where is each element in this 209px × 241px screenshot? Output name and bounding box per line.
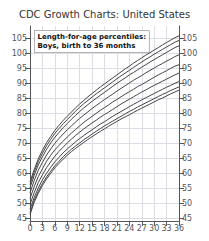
svg-text:105: 105 — [12, 34, 27, 43]
svg-text:55: 55 — [182, 184, 192, 193]
svg-text:70: 70 — [182, 139, 192, 148]
svg-text:21: 21 — [112, 224, 122, 233]
svg-text:65: 65 — [17, 154, 27, 163]
svg-text:24: 24 — [124, 224, 134, 233]
svg-text:95: 95 — [17, 64, 27, 73]
svg-text:27: 27 — [137, 224, 147, 233]
svg-text:0: 0 — [27, 224, 32, 233]
svg-text:45: 45 — [182, 214, 192, 223]
svg-text:6: 6 — [52, 224, 57, 233]
svg-text:Length-for-age percentiles:: Length-for-age percentiles: — [38, 33, 147, 41]
svg-text:60: 60 — [17, 169, 27, 178]
svg-text:85: 85 — [17, 94, 27, 103]
svg-text:95: 95 — [182, 64, 192, 73]
svg-text:3: 3 — [40, 224, 45, 233]
svg-text:Boys, birth to 36 months: Boys, birth to 36 months — [38, 42, 136, 50]
svg-text:100: 100 — [182, 49, 197, 58]
svg-text:CDC Growth Charts: United Stat: CDC Growth Charts: United States — [19, 9, 190, 20]
svg-text:9: 9 — [65, 224, 70, 233]
svg-text:80: 80 — [182, 109, 192, 118]
svg-text:55: 55 — [17, 184, 27, 193]
svg-text:105: 105 — [182, 34, 197, 43]
svg-text:60: 60 — [182, 169, 192, 178]
svg-text:50: 50 — [17, 199, 27, 208]
svg-text:18: 18 — [99, 224, 109, 233]
svg-text:70: 70 — [17, 139, 27, 148]
svg-text:80: 80 — [17, 109, 27, 118]
svg-text:33: 33 — [161, 224, 171, 233]
svg-text:90: 90 — [17, 79, 27, 88]
svg-text:45: 45 — [17, 214, 27, 223]
svg-text:75: 75 — [17, 124, 27, 133]
svg-text:85: 85 — [182, 94, 192, 103]
svg-text:65: 65 — [182, 154, 192, 163]
svg-text:50: 50 — [182, 199, 192, 208]
svg-text:12: 12 — [75, 224, 85, 233]
svg-text:90: 90 — [182, 79, 192, 88]
svg-text:15: 15 — [87, 224, 97, 233]
svg-text:36: 36 — [174, 224, 184, 233]
svg-text:75: 75 — [182, 124, 192, 133]
svg-text:30: 30 — [149, 224, 159, 233]
svg-text:100: 100 — [12, 49, 27, 58]
